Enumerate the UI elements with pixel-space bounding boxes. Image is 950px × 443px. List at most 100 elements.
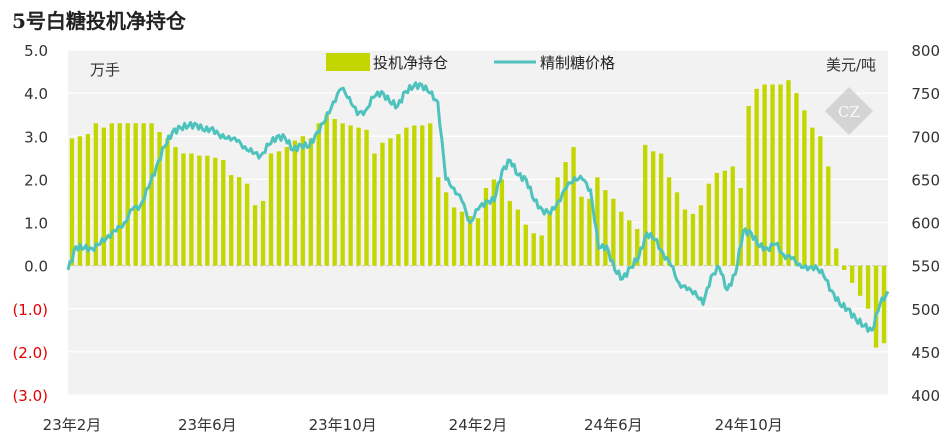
bar [149, 123, 154, 266]
bar [252, 205, 258, 266]
bar [842, 265, 847, 270]
right-unit-label: 美元/吨 [826, 56, 876, 74]
bar [77, 136, 83, 266]
bar [539, 235, 544, 266]
bar [746, 106, 751, 266]
bar [619, 211, 624, 266]
bar [881, 265, 887, 344]
bar [738, 188, 743, 266]
bar [523, 224, 528, 266]
left-tick-label: 0.0 [24, 258, 48, 276]
right-tick-label: 700 [911, 128, 940, 146]
right-tick-label: 550 [911, 258, 940, 276]
bar [579, 196, 584, 266]
price-line-layer [66, 81, 890, 333]
left-axis-ticks: 5.0 4.0 3.0 2.0 1.0 0.0 (1.0) (2.0) (3.0) [12, 42, 48, 405]
bar [849, 265, 855, 283]
left-tick-label: 2.0 [24, 171, 48, 189]
bar [794, 93, 799, 266]
x-axis-ticks: 23年2月 23年6月 23年10月 24年2月 24年6月 24年10月 [43, 416, 783, 434]
right-tick-label: 400 [911, 387, 940, 405]
x-tick-label: 23年10月 [309, 416, 377, 434]
bar [436, 177, 441, 266]
bar [857, 265, 863, 296]
bar [722, 170, 727, 266]
bar [276, 151, 282, 266]
bar [117, 123, 122, 266]
bar [189, 153, 194, 266]
bar [236, 177, 242, 266]
right-tick-label: 500 [911, 301, 940, 319]
bar [157, 131, 162, 266]
left-tick-label: (3.0) [12, 387, 48, 405]
bar [268, 153, 274, 266]
bar [706, 183, 712, 266]
bar [834, 248, 839, 266]
bar [515, 209, 520, 266]
bar [197, 155, 202, 266]
bar [475, 218, 481, 266]
bar [666, 177, 672, 266]
bar [388, 138, 393, 266]
bar [770, 84, 775, 266]
bar [650, 151, 656, 266]
legend-bar-label: 投机净持仓 [373, 54, 448, 72]
bar [292, 140, 298, 266]
gridlines [68, 49, 888, 396]
legend-bar-swatch [326, 53, 370, 71]
bar [714, 172, 720, 266]
chart-title: 5号白糖投机净持仓 [12, 9, 187, 33]
bar [205, 155, 210, 266]
x-tick-label: 24年2月 [449, 416, 508, 434]
bar [459, 211, 465, 266]
bar [260, 200, 266, 266]
left-tick-label: (2.0) [12, 344, 48, 362]
bar [396, 134, 401, 266]
bar [483, 188, 489, 266]
x-tick-label: 23年2月 [43, 416, 102, 434]
bar [603, 190, 608, 266]
bar [451, 207, 457, 266]
bar [635, 228, 640, 266]
bar [507, 200, 513, 266]
bar [443, 192, 449, 266]
bar [674, 192, 680, 266]
left-tick-label: 4.0 [24, 85, 48, 103]
right-axis-ticks: 800 750 700 650 600 550 500 450 400 [911, 42, 940, 405]
bar [348, 125, 353, 266]
bar [690, 213, 696, 266]
bar [571, 147, 576, 266]
right-tick-label: 750 [911, 85, 940, 103]
bar [404, 127, 409, 266]
bar [754, 88, 759, 266]
bar [786, 80, 791, 266]
bar [93, 123, 99, 266]
bar [109, 123, 114, 266]
bar [165, 138, 170, 266]
bar [467, 216, 473, 266]
bar [380, 142, 385, 266]
bar [428, 123, 433, 266]
bar [229, 175, 234, 266]
bar [682, 209, 688, 266]
bar [730, 166, 735, 266]
bar [865, 265, 871, 309]
bar [284, 147, 290, 266]
bar [587, 198, 592, 266]
right-tick-label: 800 [911, 42, 940, 60]
right-tick-label: 600 [911, 215, 940, 233]
x-tick-label: 23年6月 [178, 416, 237, 434]
bar [101, 127, 107, 266]
bar [364, 129, 369, 266]
bar [563, 162, 568, 266]
bar [412, 125, 417, 266]
bar [873, 265, 879, 348]
left-tick-label: 3.0 [24, 128, 48, 146]
left-tick-label: 5.0 [24, 42, 48, 60]
bar [658, 153, 664, 266]
bar [642, 144, 648, 266]
bar [499, 179, 505, 266]
bar [125, 123, 130, 266]
bar [308, 138, 314, 266]
left-tick-label: 1.0 [24, 215, 48, 233]
